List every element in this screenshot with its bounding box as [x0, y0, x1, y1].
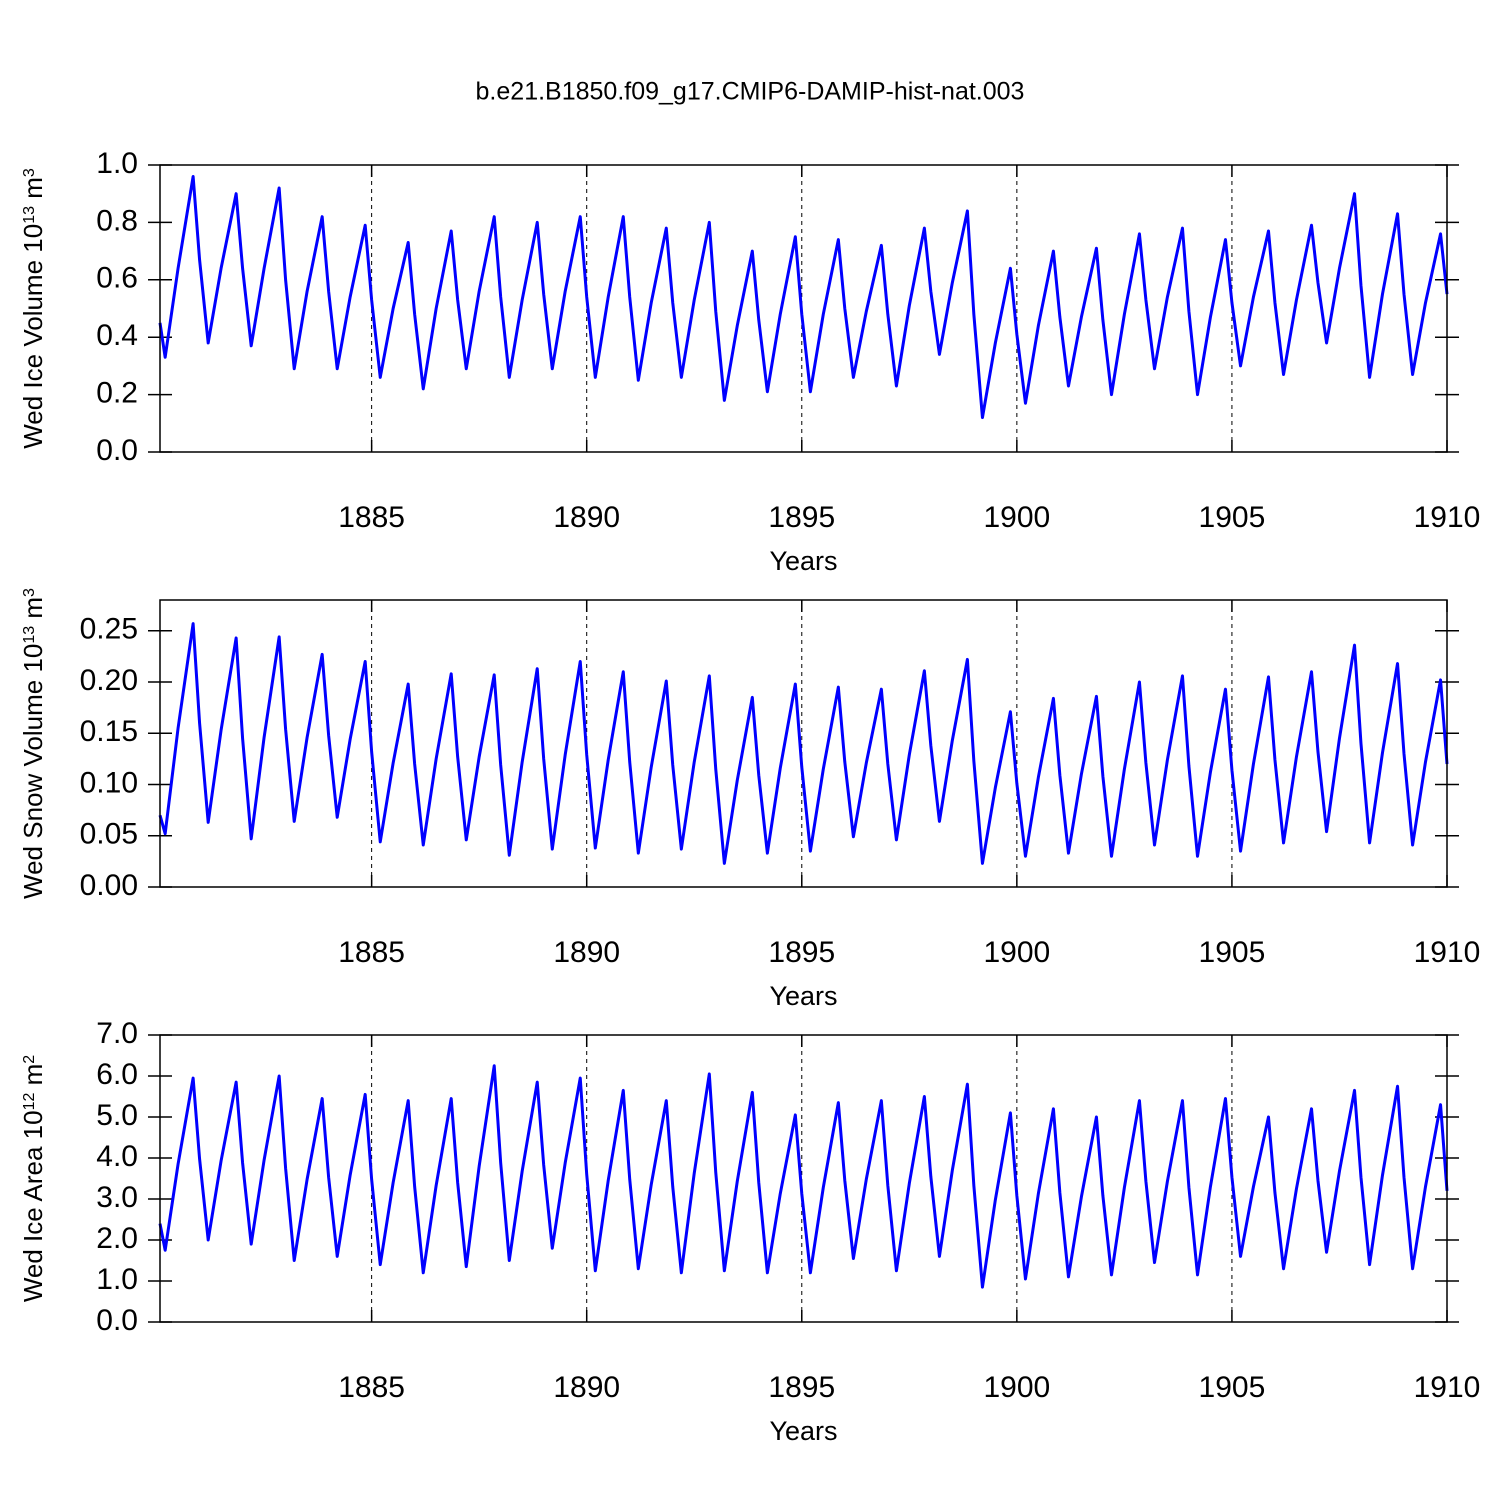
x-tick-label: 1905	[1199, 501, 1266, 534]
x-tick-label: 1885	[338, 936, 405, 969]
figure-title: b.e21.B1850.f09_g17.CMIP6-DAMIP-hist-nat…	[476, 78, 1025, 106]
data-line	[158, 174, 1449, 420]
y-axis-label: Wed Ice Volume 1013 m3	[18, 168, 48, 449]
y-tick-label: 0.4	[96, 319, 138, 352]
y-tick-label: 4.0	[96, 1140, 138, 1173]
x-tick-label: 1895	[768, 501, 835, 534]
x-tick-label: 1885	[338, 1371, 405, 1404]
y-axis-label-part: m	[18, 597, 48, 626]
x-tick-label: 1890	[553, 936, 620, 969]
x-tick-label: 1905	[1199, 1371, 1266, 1404]
y-axis-label-part: Wed Ice Volume 10	[18, 224, 48, 449]
y-tick-label: 0.00	[80, 869, 138, 902]
y-tick-label: 1.0	[96, 1263, 138, 1296]
data-line	[158, 1064, 1449, 1289]
y-axis-label-part: 13	[21, 626, 38, 644]
x-tick-label: 1900	[983, 501, 1050, 534]
y-axis-label-part: 3	[21, 168, 38, 177]
y-axis-label-part: 13	[21, 206, 38, 224]
y-axis-label-part: 12	[21, 1093, 38, 1111]
y-tick-label: 0.0	[96, 434, 138, 467]
y-axis-label-part: Wed Ice Area 10	[18, 1110, 48, 1302]
data-line	[158, 622, 1449, 865]
x-tick-label: 1900	[983, 1371, 1050, 1404]
y-axis-label-part: Wed Snow Volume 10	[18, 644, 48, 899]
y-tick-label: 0.25	[80, 613, 138, 646]
y-tick-label: 0.6	[96, 262, 138, 295]
y-axis-label-part: m	[18, 177, 48, 206]
y-tick-label: 5.0	[96, 1099, 138, 1132]
x-tick-label: 1910	[1414, 1371, 1481, 1404]
x-axis-label: Years	[769, 1416, 837, 1446]
y-axis-label: Wed Ice Area 1012 m2	[18, 1055, 48, 1302]
x-tick-label: 1910	[1414, 501, 1481, 534]
y-tick-label: 7.0	[96, 1017, 138, 1050]
x-tick-label: 1900	[983, 936, 1050, 969]
y-tick-label: 0.15	[80, 715, 138, 748]
x-axis-label: Years	[769, 981, 837, 1011]
y-tick-label: 0.2	[96, 377, 138, 410]
x-tick-label: 1895	[768, 1371, 835, 1404]
x-tick-label: 1890	[553, 1371, 620, 1404]
x-tick-label: 1895	[768, 936, 835, 969]
y-tick-label: 0.10	[80, 766, 138, 799]
y-tick-label: 0.05	[80, 818, 138, 851]
y-axis-label-part: 3	[21, 588, 38, 597]
y-axis-label-part: m	[18, 1064, 48, 1093]
y-axis-label: Wed Snow Volume 1013 m3	[18, 588, 48, 899]
plot-frame	[159, 164, 1448, 453]
y-tick-label: 1.0	[96, 147, 138, 180]
y-tick-label: 0.8	[96, 204, 138, 237]
plot-frame	[159, 599, 1448, 888]
y-tick-label: 0.20	[80, 664, 138, 697]
y-tick-label: 2.0	[96, 1222, 138, 1255]
x-tick-label: 1885	[338, 501, 405, 534]
x-axis-label: Years	[769, 546, 837, 576]
y-tick-label: 0.0	[96, 1304, 138, 1337]
x-tick-label: 1910	[1414, 936, 1481, 969]
x-tick-label: 1905	[1199, 936, 1266, 969]
y-tick-label: 3.0	[96, 1181, 138, 1214]
y-tick-label: 6.0	[96, 1058, 138, 1091]
y-axis-label-part: 2	[21, 1055, 38, 1064]
plot-frame	[159, 1034, 1448, 1323]
x-tick-label: 1890	[553, 501, 620, 534]
